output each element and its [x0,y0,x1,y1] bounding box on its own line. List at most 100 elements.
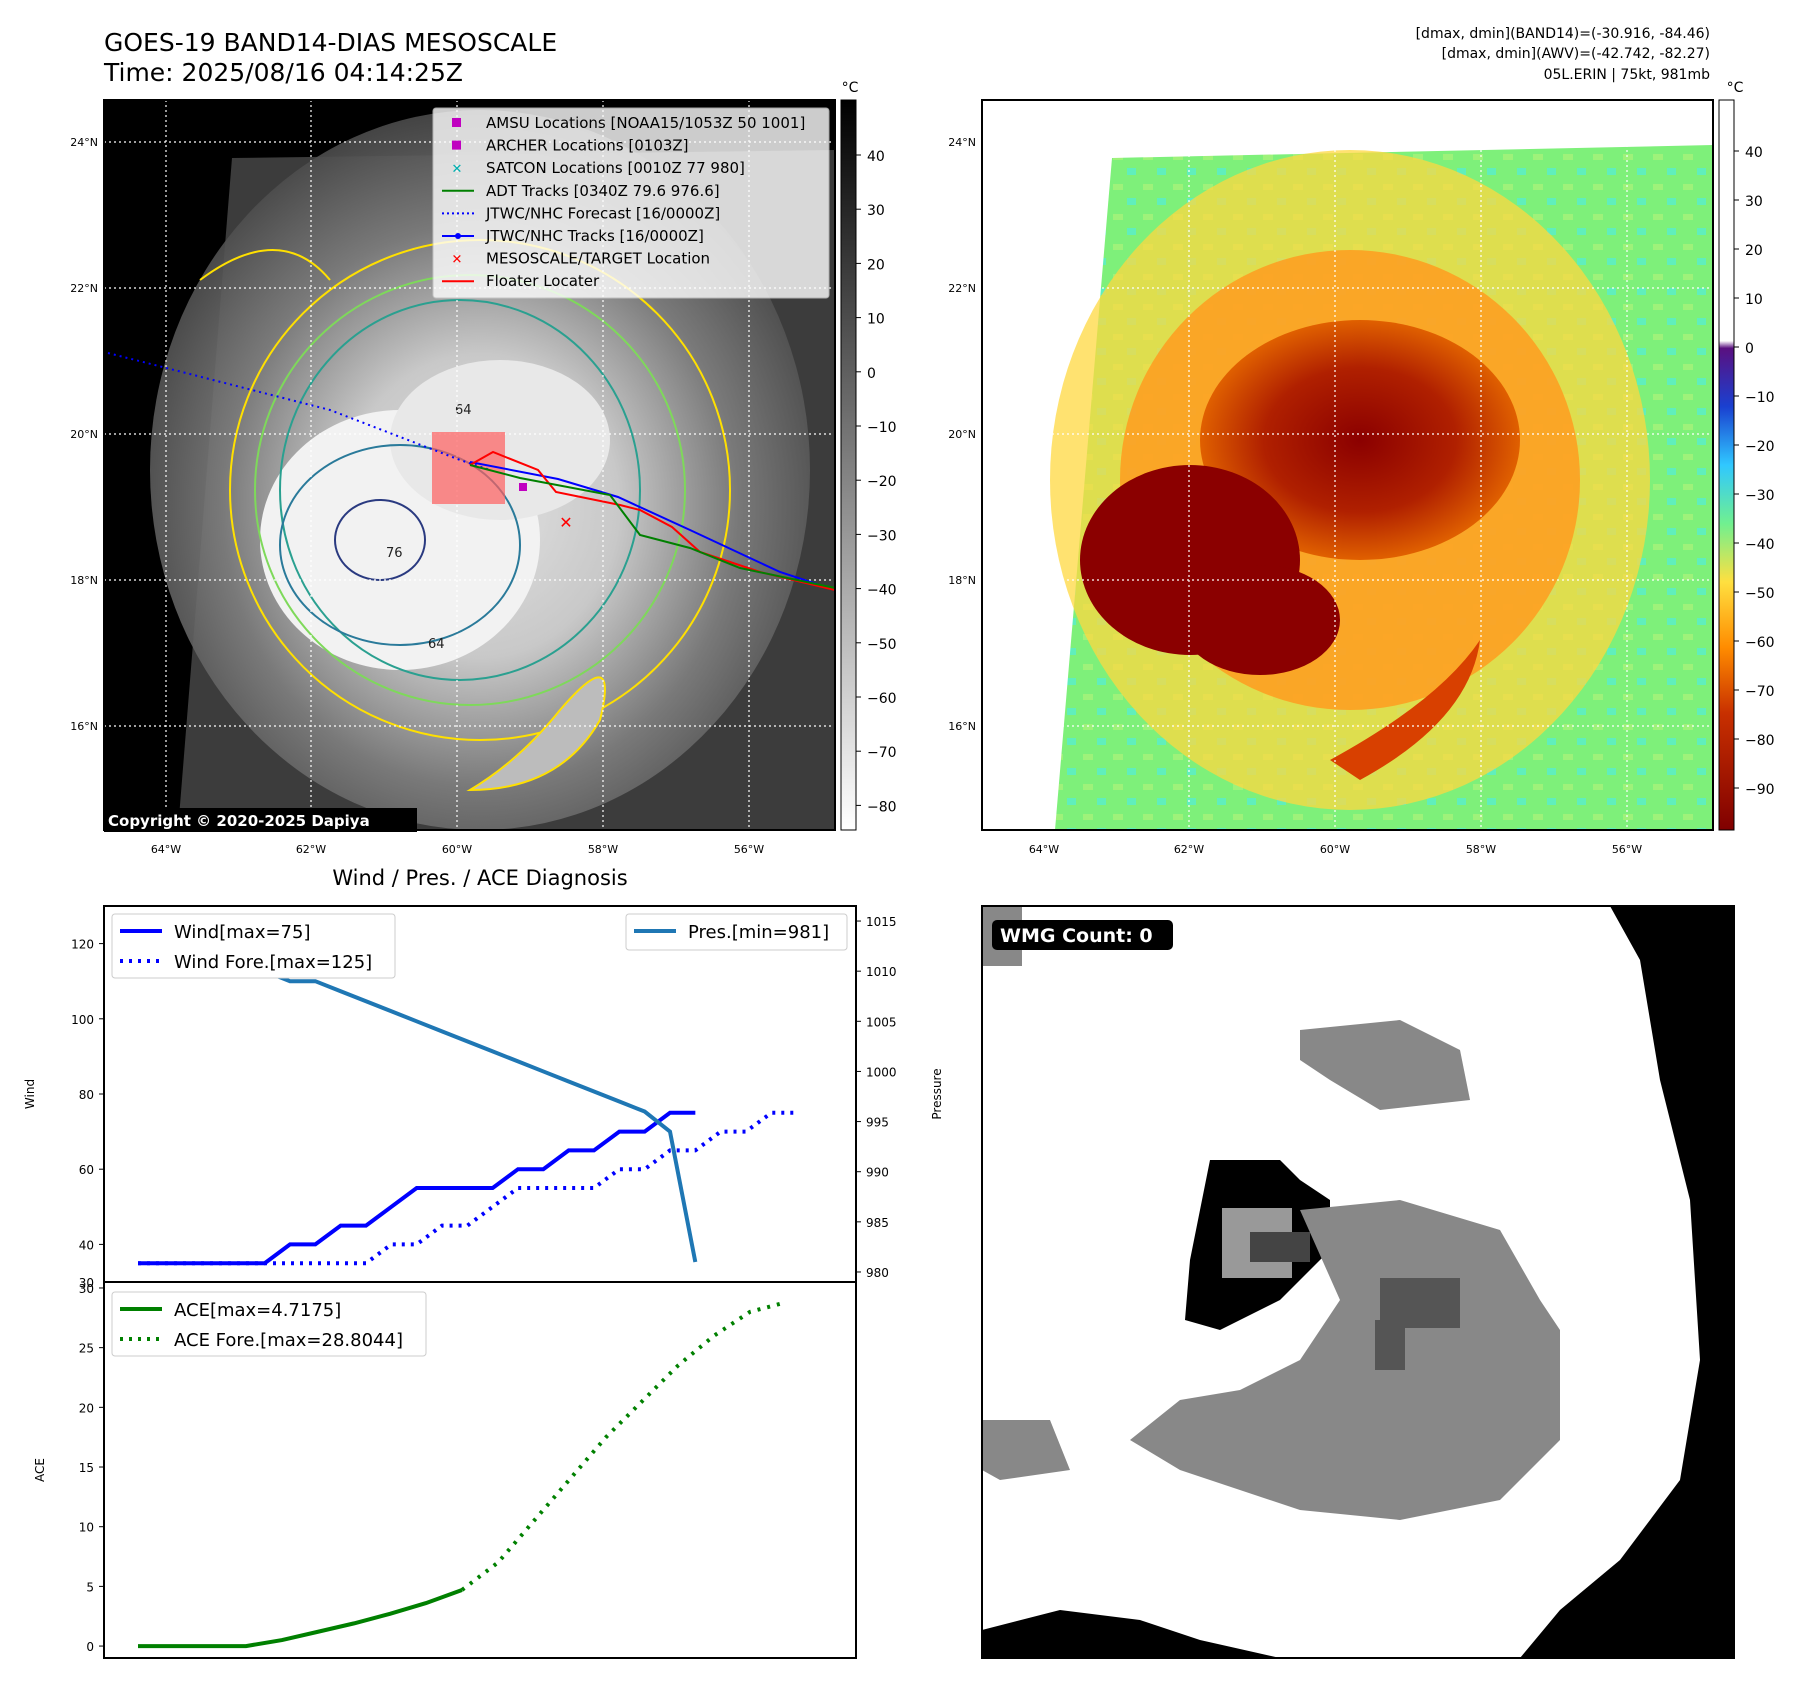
svg-text:56°W: 56°W [1612,843,1642,856]
svg-text:✕: ✕ [452,162,463,177]
colorbar-tick-label: −20 [867,474,897,490]
figure-title: GOES-19 BAND14-DIAS MESOSCALE [104,28,557,57]
colorbar-tick-label: −30 [1745,488,1775,504]
ir-legend-item: ARCHER Locations [0103Z] [452,137,689,155]
colorbar-tick-label: 20 [867,257,885,273]
awv-lon-labels: 64°W 62°W 60°W 58°W 56°W [1029,843,1642,856]
svg-text:ACE Fore.[max=28.8044]: ACE Fore.[max=28.8044] [174,1330,403,1351]
ir-legend-item: JTWC/NHC Tracks [16/0000Z] [442,227,704,245]
figure-time: Time: 2025/08/16 04:14:25Z [103,58,463,87]
wind-tick-label: 120 [71,938,94,952]
svg-text:16°N: 16°N [70,720,98,733]
wmg-black-south [982,1610,1280,1658]
stats-storm: 05L.ERIN | 75kt, 981mb [1544,67,1711,83]
svg-text:22°N: 22°N [948,282,976,295]
colorbar-tick-label: 40 [867,149,885,165]
adt-track [469,464,836,589]
pressure-tick-label: 995 [866,1116,889,1130]
colorbar-tick-label: −90 [1745,782,1775,798]
colorbar-tick-label: −50 [867,637,897,653]
awv-map-frame [981,99,1714,831]
pressure-tick-label: 1000 [866,1065,897,1079]
ir-legend-item: AMSU Locations [NOAA15/1053Z 50 1001] [452,114,805,132]
colorbar-tick-label: −60 [1745,635,1775,651]
svg-text:18°N: 18°N [70,574,98,587]
svg-text:ACE[max=4.7175]: ACE[max=4.7175] [174,1300,341,1321]
ir-legend-item: Floater Locater [442,272,600,290]
svg-text:60°W: 60°W [1320,843,1350,856]
svg-text:64°W: 64°W [151,843,181,856]
ir-legend-item: ADT Tracks [0340Z 79.6 976.6] [442,182,720,200]
ace-tick-label: 25 [79,1342,94,1356]
ir-legend-label: AMSU Locations [NOAA15/1053Z 50 1001] [486,114,805,132]
wind-ylabel: Wind [23,1079,37,1109]
mesoscale-target-box [432,432,505,504]
wmg-black-east [1520,906,1734,1658]
ir-contour-label-64-north: 64 [455,403,472,418]
colorbar-tick-label: −80 [1745,733,1775,749]
ir-legend-label: Floater Locater [486,272,600,290]
copyright-text: Copyright © 2020-2025 Dapiya [108,812,370,830]
ir-map: 64 64 76 ✕ Copyright © 2020-2025 Dapiya … [103,99,836,832]
wind-legend: Wind[max=75] Wind Fore.[max=125] [111,913,396,979]
wmg-dark-inner [1250,1232,1310,1262]
awv-core-north [1200,320,1520,560]
pressure-ylabel: Pressure [930,1068,944,1119]
pressure-tick-label: 985 [866,1216,889,1230]
awv-core-south [1180,565,1340,675]
awv-map [981,99,1714,831]
svg-text:22°N: 22°N [70,282,98,295]
svg-text:60°W: 60°W [442,843,472,856]
colorbar-tick-label: −70 [1745,684,1775,700]
wind-pressure-chart: 40 60 80 100 120 30 980 985 990 995 1000 1005 1010 10… [23,905,944,1290]
stats-band14: [dmax, dmin](BAND14)=(-30.916, -84.46) [1416,26,1710,42]
svg-text:Pres.[min=981]: Pres.[min=981] [688,922,829,943]
svg-text:20°N: 20°N [948,428,976,441]
wmg-frame [981,905,1735,1659]
colorbar-tick-label: −70 [867,745,897,761]
awv-gridlines [982,100,1713,830]
target-x-marker: ✕ [559,513,572,532]
ir-contour-label-76: 76 [386,546,403,561]
ace-ylabel: ACE [33,1458,47,1482]
ace-tick-label: 15 [79,1461,94,1475]
svg-text:✕: ✕ [452,253,463,268]
colorbar-tick-label: 0 [1745,341,1754,357]
svg-text:62°W: 62°W [1174,843,1204,856]
colorbar-tick-label: 30 [1745,194,1763,210]
awv-colorbar: °C 40 30 20 10 0 −10 −20 −30 −40 −50 −60 −70 −80 −90 [1718,80,1775,831]
colorbar-tick-label: −60 [867,691,897,707]
pressure-tick-label: 1005 [866,1015,897,1029]
colorbar-tick-label: −40 [867,583,897,599]
ace-series-0-line [138,1588,463,1649]
svg-text:58°W: 58°W [1466,843,1496,856]
series-2-line [137,919,698,1263]
colorbar-tick-label: −30 [867,528,897,544]
svg-text:58°W: 58°W [588,843,618,856]
ace-tick-label: 0 [86,1640,94,1654]
svg-text:24°N: 24°N [70,136,98,149]
awv-lat-labels: 24°N 22°N 20°N 18°N 16°N [948,136,976,733]
diagnosis-title: Wind / Pres. / ACE Diagnosis [332,866,627,890]
awv-spiral-band [1330,640,1480,780]
colorbar-tick-label: 10 [867,312,885,328]
ir-outer-band [466,676,606,792]
svg-text:20°N: 20°N [70,428,98,441]
pressure-legend: Pres.[min=981] [625,913,848,951]
svg-text:°C: °C [1727,80,1744,96]
colorbar-tick-label: −20 [1745,439,1775,455]
ir-legend: AMSU Locations [NOAA15/1053Z 50 1001] ARC… [432,107,830,299]
colorbar-tick-label: 0 [867,366,876,382]
svg-text:64°W: 64°W [1029,843,1059,856]
ir-legend-label: MESOSCALE/TARGET Location [486,250,710,268]
svg-text:24°N: 24°N [948,136,976,149]
colorbar-tick-label: 10 [1745,292,1763,308]
ir-contour-teal [279,299,641,681]
ace-chart: 0 5 10 15 20 25 30 ACE ACE[max=4.7175] ACE For… [33,1281,857,1659]
floater-track [469,450,836,591]
svg-text:Wind Fore.[max=125]: Wind Fore.[max=125] [174,952,372,973]
wmg-panel: WMG Count: 0 [981,905,1735,1659]
wmg-gray-north [1300,1020,1470,1110]
svg-text:56°W: 56°W [734,843,764,856]
